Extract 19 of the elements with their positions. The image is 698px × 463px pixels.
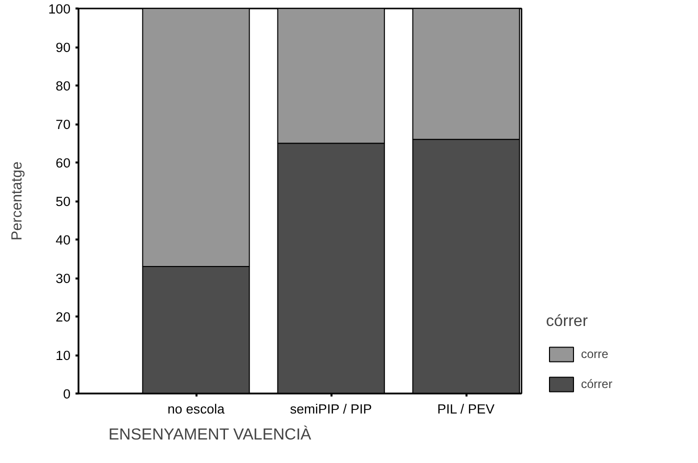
y-axis-title: Percentatge — [9, 161, 26, 241]
y-tick-label: 70 — [56, 117, 71, 132]
y-tick-label: 100 — [48, 2, 71, 16]
y-tick-label: 80 — [56, 78, 71, 94]
x-tick-label: PIL / PEV — [437, 402, 495, 416]
y-tick-label: 50 — [56, 194, 71, 209]
x-tick-label: semiPIP / PIP — [290, 402, 372, 416]
y-tick-label: 40 — [56, 232, 71, 248]
legend-label: corre — [581, 347, 608, 361]
legend-label: córrer — [581, 377, 612, 391]
y-tick-label: 60 — [56, 156, 71, 170]
x-axis-title: ENSENYAMENT VALENCIÀ — [108, 426, 312, 444]
y-tick-label: 20 — [56, 310, 71, 324]
y-tick-label: 0 — [63, 386, 71, 402]
y-tick-label: 10 — [56, 348, 71, 363]
y-tick-label: 90 — [56, 40, 71, 55]
x-tick-label: no escola — [167, 402, 226, 416]
y-tick-label: 30 — [56, 271, 71, 286]
legend-title: córrer — [546, 313, 589, 331]
